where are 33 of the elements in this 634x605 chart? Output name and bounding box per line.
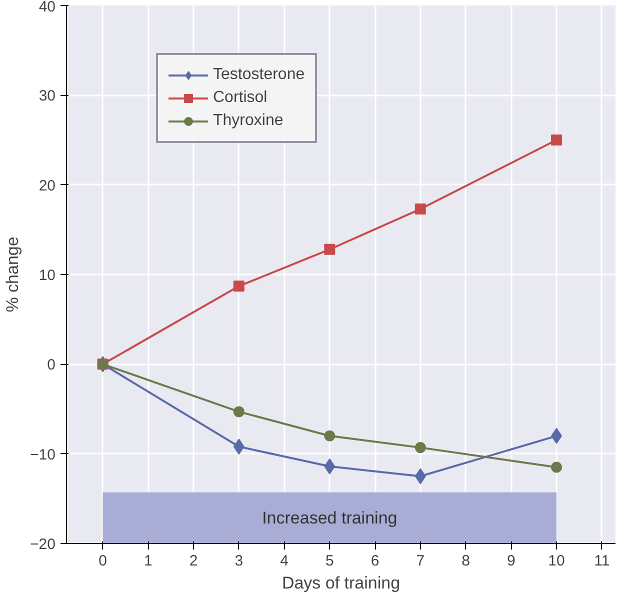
point	[414, 204, 426, 215]
y-axis-title: % change	[3, 236, 22, 312]
point	[551, 134, 562, 146]
point	[551, 462, 562, 473]
x-tick-label: 6	[370, 552, 380, 570]
y-tick-label: 30	[38, 88, 56, 105]
x-tick-label: 8	[462, 552, 470, 570]
x-tick-label: 0	[98, 552, 107, 570]
x-tick-label: 4	[280, 552, 288, 570]
x-tick-label: 11	[594, 552, 610, 570]
x-tick-label: 3	[234, 552, 244, 570]
legend-label: Thyroxine	[213, 112, 284, 130]
legend-label: Cortisol	[213, 89, 268, 107]
band-label: Increased training	[262, 508, 398, 528]
y-tick-label: −20	[30, 536, 56, 553]
x-tick-label: 2	[189, 552, 198, 570]
y-tick-label: 20	[38, 177, 56, 194]
x-tick-label: 5	[325, 552, 334, 570]
x-axis-title: Days of training	[282, 574, 400, 592]
point	[414, 442, 426, 454]
point	[233, 406, 244, 418]
legend-label: Testosterone	[213, 66, 305, 84]
y-tick-label: 0	[47, 356, 56, 374]
x-tick-label: 9	[506, 552, 516, 570]
y-tick-label: −10	[30, 446, 56, 464]
point	[324, 430, 336, 442]
y-tick-label: 10	[38, 267, 56, 284]
x-tick-label: 7	[416, 552, 425, 570]
y-tick-label: 40	[38, 0, 56, 16]
x-tick-label: 10	[548, 552, 565, 570]
x-tick-label: 1	[144, 552, 152, 570]
point	[233, 280, 244, 292]
point	[324, 244, 336, 255]
